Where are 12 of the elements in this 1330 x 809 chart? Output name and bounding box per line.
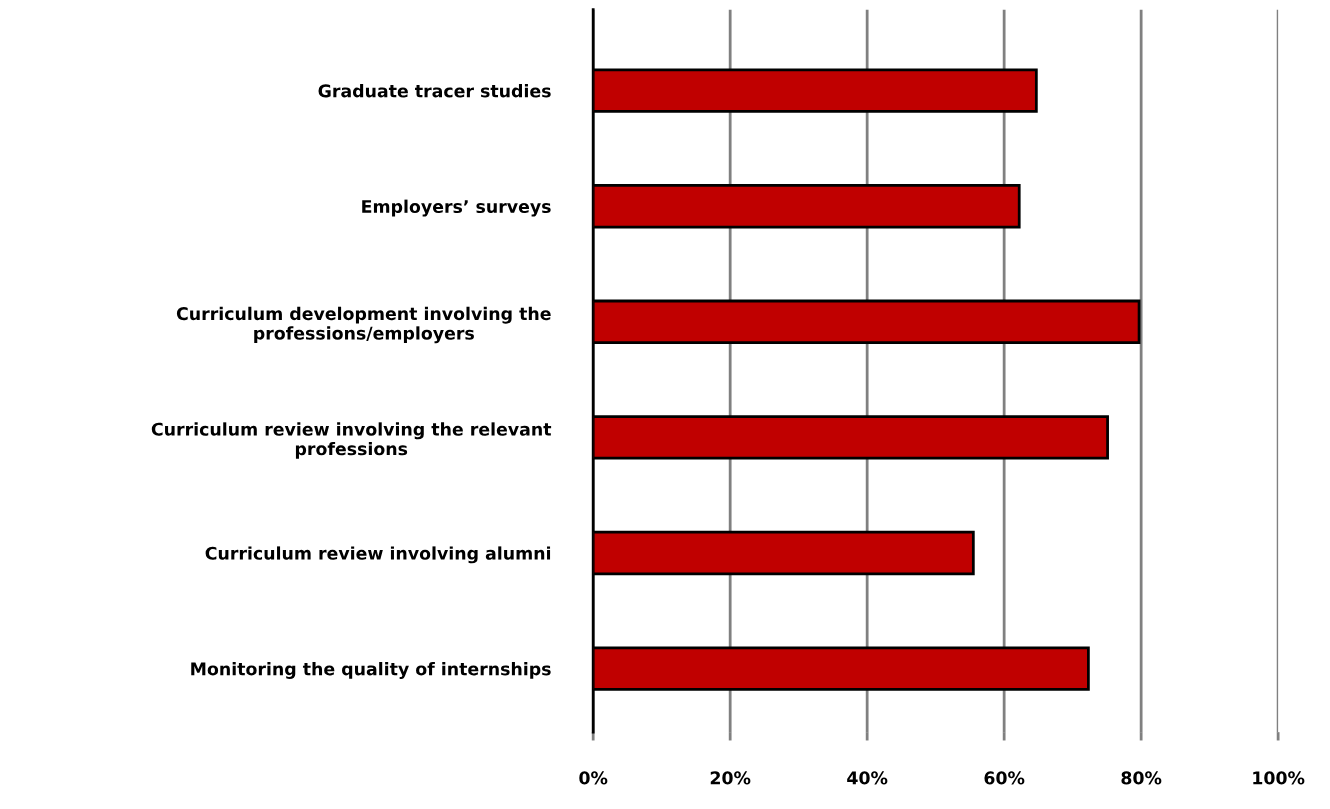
x-tick-label: 0% <box>579 771 608 785</box>
x-tick-label: 40% <box>847 771 888 785</box>
x-tick-label: 20% <box>710 771 751 785</box>
y-tick-label: Graduate tracer studies <box>318 84 551 98</box>
y-tick-label: Curriculum review involving alumni <box>205 546 551 564</box>
x-tick-label: 80% <box>1121 771 1162 785</box>
y-tick-label: Curriculum development involving the professions/employers <box>176 306 551 344</box>
x-tick-label: 60% <box>984 771 1025 785</box>
x-tick-label: 100% <box>1253 771 1305 785</box>
y-tick-label: Monitoring the quality of internships <box>191 661 551 679</box>
y-tick-label: Employers’ surveys <box>362 199 551 217</box>
y-tick-label: Curriculum review involving the relevant professions <box>151 422 552 459</box>
